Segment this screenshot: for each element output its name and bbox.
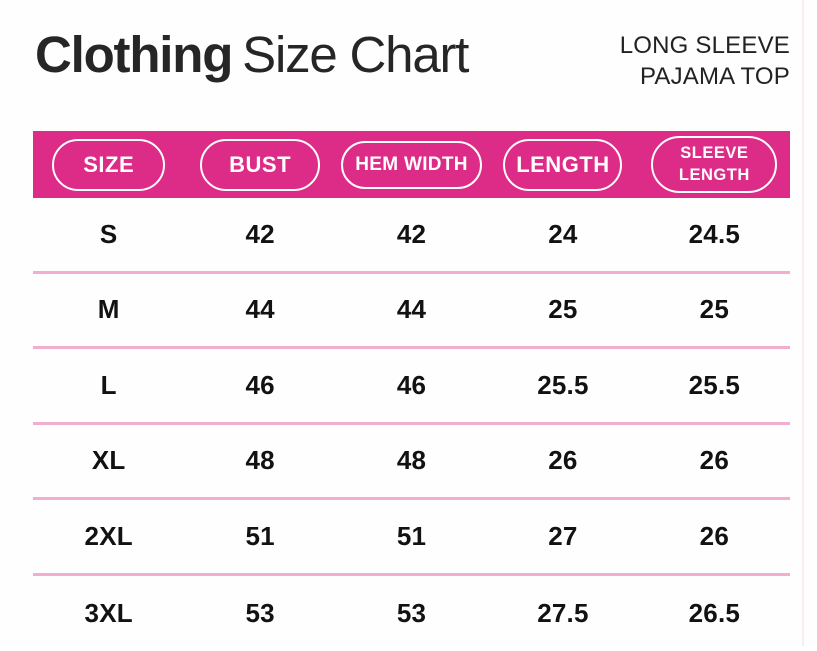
column-sleeve-length: SLEEVE LENGTH — [639, 136, 790, 193]
hem-width-value: 48 — [336, 445, 487, 476]
sleeve-length-value: 25.5 — [639, 370, 790, 401]
table-row-s: S 42 42 24 24.5 — [33, 198, 790, 274]
length-value: 24 — [487, 219, 638, 250]
hem-width-value: 46 — [336, 370, 487, 401]
sleeve-length-value: 24.5 — [639, 219, 790, 250]
bust-value: 46 — [184, 370, 335, 401]
size-table-body: S 42 42 24 24.5 M 44 44 25 25 L 46 46 25… — [33, 198, 790, 651]
column-pill-hem-width: HEM WIDTH — [341, 141, 482, 189]
length-value: 25.5 — [487, 370, 638, 401]
hem-width-value: 44 — [336, 294, 487, 325]
size-table: SIZE BUST HEM WIDTH LENGTH SLEEVE LENGTH… — [33, 131, 790, 651]
sleeve-length-value: 26 — [639, 521, 790, 552]
sleeve-length-value: 26.5 — [639, 598, 790, 629]
sleeve-length-value: 26 — [639, 445, 790, 476]
size-label: M — [33, 294, 184, 325]
size-label: L — [33, 370, 184, 401]
product-name-line1: LONG SLEEVE — [620, 30, 790, 61]
table-row-xl: XL 48 48 26 26 — [33, 425, 790, 501]
product-name: LONG SLEEVE PAJAMA TOP — [620, 30, 790, 92]
page-title-secondary: Size Chart — [242, 26, 468, 83]
bust-value: 42 — [184, 219, 335, 250]
column-pill-bust: BUST — [200, 139, 320, 191]
table-row-m: M 44 44 25 25 — [33, 274, 790, 350]
length-value: 27.5 — [487, 598, 638, 629]
hem-width-value: 53 — [336, 598, 487, 629]
column-pill-length: LENGTH — [503, 139, 622, 191]
column-length: LENGTH — [487, 139, 638, 191]
bust-value: 48 — [184, 445, 335, 476]
column-hem-width: HEM WIDTH — [336, 141, 487, 189]
page-edge-divider — [802, 0, 804, 646]
column-size: SIZE — [33, 139, 184, 191]
bust-value: 51 — [184, 521, 335, 552]
column-pill-size: SIZE — [52, 139, 165, 191]
bust-value: 53 — [184, 598, 335, 629]
size-label: 3XL — [33, 598, 184, 629]
page-title-primary: Clothing — [35, 26, 232, 83]
hem-width-value: 51 — [336, 521, 487, 552]
table-row-l: L 46 46 25.5 25.5 — [33, 349, 790, 425]
length-value: 27 — [487, 521, 638, 552]
size-label: 2XL — [33, 521, 184, 552]
size-label: S — [33, 219, 184, 250]
size-label: XL — [33, 445, 184, 476]
column-pill-sleeve-length: SLEEVE LENGTH — [651, 136, 777, 193]
hem-width-value: 42 — [336, 219, 487, 250]
size-table-header: SIZE BUST HEM WIDTH LENGTH SLEEVE LENGTH — [33, 131, 790, 198]
table-row-3xl: 3XL 53 53 27.5 26.5 — [33, 576, 790, 651]
table-row-2xl: 2XL 51 51 27 26 — [33, 500, 790, 576]
column-bust: BUST — [184, 139, 335, 191]
sleeve-length-value: 25 — [639, 294, 790, 325]
product-name-line2: PAJAMA TOP — [620, 61, 790, 92]
length-value: 25 — [487, 294, 638, 325]
length-value: 26 — [487, 445, 638, 476]
bust-value: 44 — [184, 294, 335, 325]
